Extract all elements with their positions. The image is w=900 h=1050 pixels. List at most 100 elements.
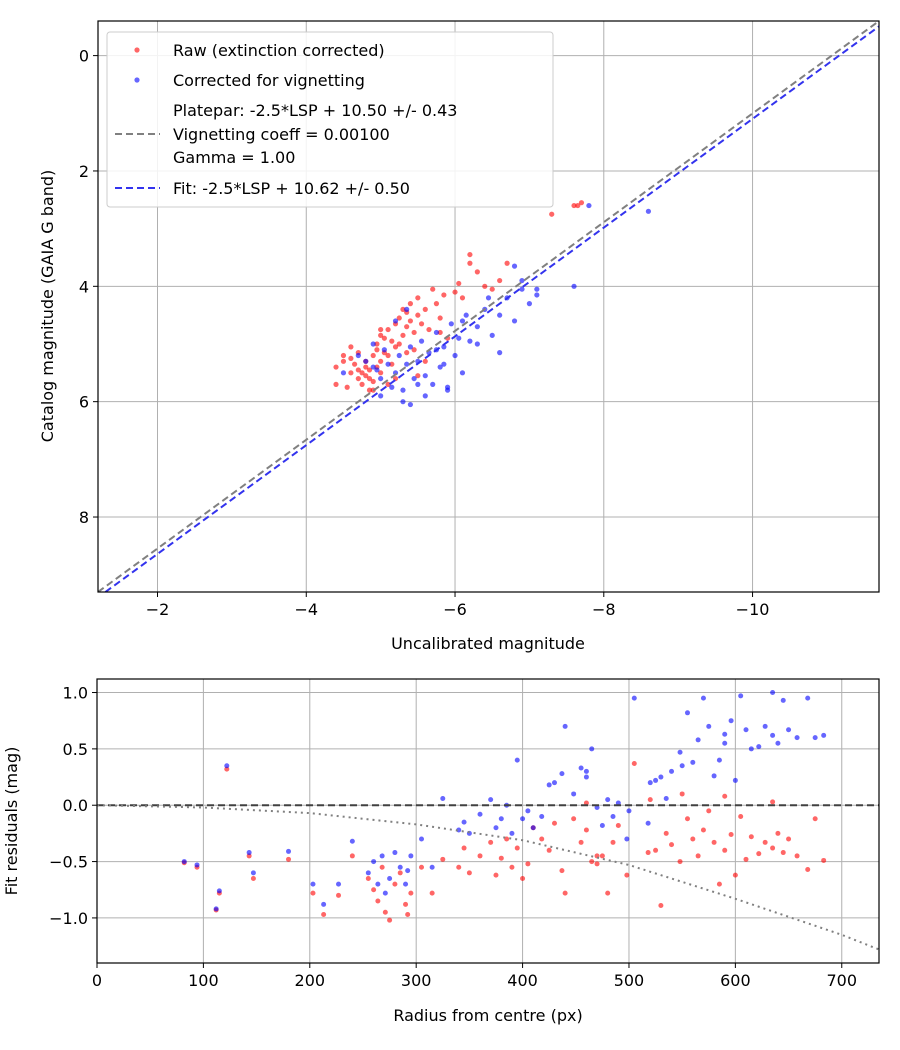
data-point bbox=[624, 872, 630, 878]
data-point bbox=[599, 823, 605, 829]
data-point bbox=[474, 324, 480, 330]
data-point bbox=[437, 329, 443, 336]
data-point bbox=[474, 269, 480, 275]
data-point bbox=[418, 338, 425, 344]
data-point bbox=[669, 768, 675, 774]
data-point bbox=[775, 830, 781, 836]
data-point bbox=[366, 387, 373, 393]
y-tick-label: 0.0 bbox=[63, 796, 88, 815]
data-point bbox=[441, 344, 447, 350]
data-point bbox=[456, 280, 462, 287]
data-point bbox=[340, 370, 347, 376]
data-point bbox=[224, 763, 230, 769]
data-point bbox=[658, 774, 664, 780]
data-point bbox=[722, 847, 728, 853]
legend-label-raw: Raw (extinction corrected) bbox=[173, 41, 385, 60]
data-point bbox=[732, 872, 738, 878]
data-point bbox=[385, 361, 391, 367]
data-point bbox=[371, 859, 377, 865]
data-point bbox=[463, 312, 469, 318]
data-point bbox=[411, 375, 417, 382]
data-point bbox=[488, 797, 494, 803]
data-point bbox=[344, 384, 350, 390]
data-point bbox=[365, 875, 371, 881]
x-tick-label: −4 bbox=[294, 600, 318, 619]
data-point bbox=[812, 735, 818, 741]
data-point bbox=[571, 202, 577, 209]
data-point bbox=[396, 352, 402, 359]
x-tick-label: −2 bbox=[146, 600, 170, 619]
data-point bbox=[378, 326, 384, 333]
x-tick-label: −6 bbox=[443, 600, 467, 619]
data-point bbox=[405, 868, 411, 874]
data-point bbox=[355, 352, 361, 359]
data-point bbox=[404, 361, 410, 367]
data-point bbox=[716, 757, 722, 763]
data-point bbox=[519, 286, 525, 292]
data-point bbox=[426, 326, 432, 333]
data-point bbox=[711, 773, 717, 779]
data-point bbox=[780, 697, 786, 703]
x-tick-label: 200 bbox=[295, 971, 326, 990]
data-point bbox=[485, 295, 492, 301]
data-point bbox=[663, 795, 669, 801]
data-point bbox=[586, 202, 592, 209]
data-point bbox=[246, 850, 252, 856]
y-axis-title: Fit residuals (mag) bbox=[2, 747, 21, 896]
data-point bbox=[594, 804, 600, 810]
data-point bbox=[363, 373, 369, 379]
y-tick-label: 8 bbox=[79, 508, 89, 527]
data-point bbox=[213, 906, 219, 912]
data-point bbox=[467, 251, 473, 258]
data-point bbox=[748, 746, 754, 752]
plot-frame bbox=[96, 678, 880, 964]
data-point bbox=[821, 857, 827, 863]
legend-label-platepar-line3: Gamma = 1.00 bbox=[173, 148, 295, 167]
data-point bbox=[374, 347, 380, 353]
data-point bbox=[738, 693, 744, 699]
data-point bbox=[520, 875, 526, 881]
data-point bbox=[355, 375, 361, 382]
data-point bbox=[631, 761, 637, 767]
data-point bbox=[770, 732, 776, 738]
data-point bbox=[578, 839, 584, 845]
legend: Raw (extinction corrected) Corrected for… bbox=[106, 31, 554, 208]
data-point bbox=[748, 834, 754, 840]
data-point bbox=[571, 791, 577, 797]
x-tick-label: 400 bbox=[507, 971, 538, 990]
data-point bbox=[700, 827, 706, 833]
data-point bbox=[571, 816, 577, 822]
data-point bbox=[404, 306, 410, 312]
data-point bbox=[286, 848, 292, 854]
data-point bbox=[679, 791, 685, 797]
data-point bbox=[381, 347, 387, 353]
data-point bbox=[349, 838, 355, 844]
data-point bbox=[404, 350, 410, 356]
data-point bbox=[452, 289, 458, 295]
data-point bbox=[181, 859, 187, 865]
data-point bbox=[433, 301, 440, 307]
data-point bbox=[378, 375, 384, 382]
data-point bbox=[653, 847, 659, 853]
data-point bbox=[489, 332, 495, 338]
y-tick-label: 0 bbox=[79, 47, 89, 66]
data-point bbox=[504, 836, 510, 842]
data-point bbox=[403, 901, 409, 907]
data-point bbox=[422, 393, 428, 399]
data-point bbox=[378, 358, 384, 364]
data-point bbox=[397, 870, 403, 876]
data-point bbox=[389, 338, 395, 344]
data-point bbox=[379, 853, 385, 859]
data-point bbox=[794, 853, 800, 859]
data-point bbox=[415, 295, 421, 301]
x-tick-label: −10 bbox=[736, 600, 770, 619]
data-point bbox=[419, 836, 425, 842]
data-point bbox=[411, 329, 417, 336]
data-point bbox=[385, 381, 391, 387]
data-point bbox=[355, 367, 361, 373]
data-point bbox=[645, 850, 651, 856]
data-point bbox=[459, 370, 466, 376]
data-point bbox=[407, 401, 413, 408]
data-point bbox=[539, 813, 545, 819]
